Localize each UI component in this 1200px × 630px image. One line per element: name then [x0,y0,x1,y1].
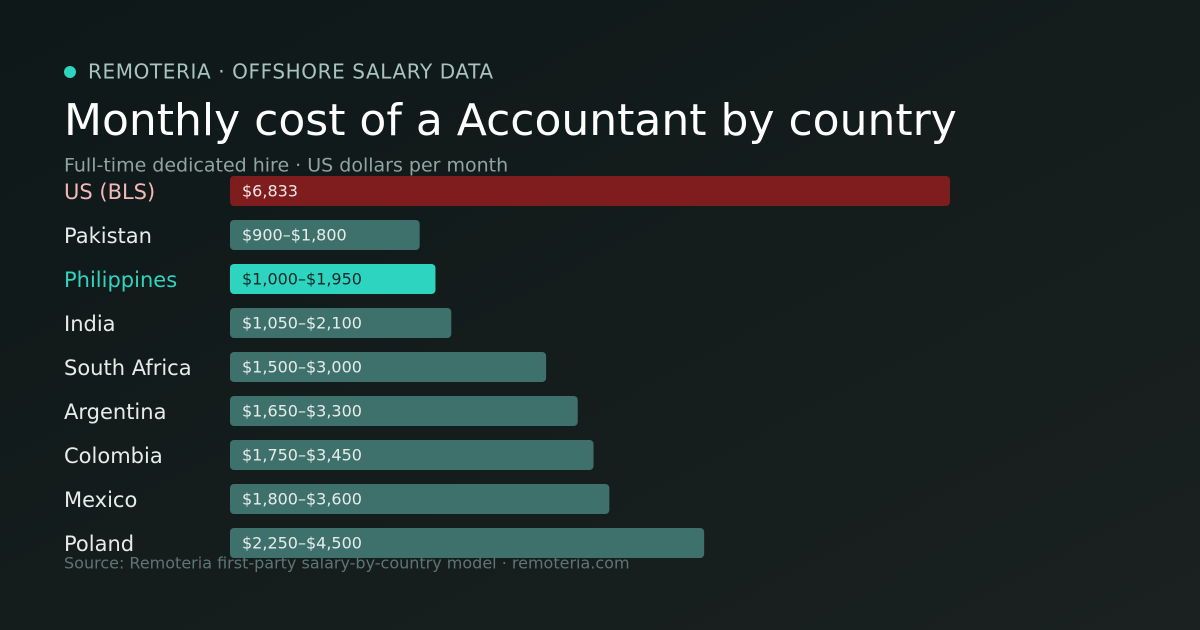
value-label: $1,650–$3,300 [242,402,362,421]
category-label: Argentina [64,400,166,424]
category-label: India [64,312,116,336]
value-label: $1,800–$3,600 [242,490,362,509]
category-label: South Africa [64,356,192,380]
chart-title: Monthly cost of a Accountant by country [64,95,957,146]
bar [230,176,950,206]
category-label: US (BLS) [64,180,155,204]
value-label: $900–$1,800 [242,226,347,245]
value-label: $2,250–$4,500 [242,534,362,553]
bar [230,484,610,514]
bar [230,220,420,250]
category-label: Mexico [64,488,137,512]
category-label: Pakistan [64,224,152,248]
value-label: $1,000–$1,950 [242,270,362,289]
bar [230,352,547,382]
subtitle: Full-time dedicated hire · US dollars pe… [64,155,508,177]
bar [230,440,594,470]
eyebrow: REMOTERIA · OFFSHORE SALARY DATA [88,60,494,84]
category-label: Philippines [64,268,177,292]
value-label: $6,833 [242,182,298,201]
value-label: $1,050–$2,100 [242,314,362,333]
value-label: $1,500–$3,000 [242,358,362,377]
eyebrow-dot [64,66,76,78]
bar [230,308,452,338]
category-label: Colombia [64,444,163,468]
bar [230,264,436,294]
value-label: $1,750–$3,450 [242,446,362,465]
bar [230,396,578,426]
source: Source: Remoteria first-party salary-by-… [64,554,630,573]
bar [230,528,705,558]
category-label: Poland [64,532,134,556]
